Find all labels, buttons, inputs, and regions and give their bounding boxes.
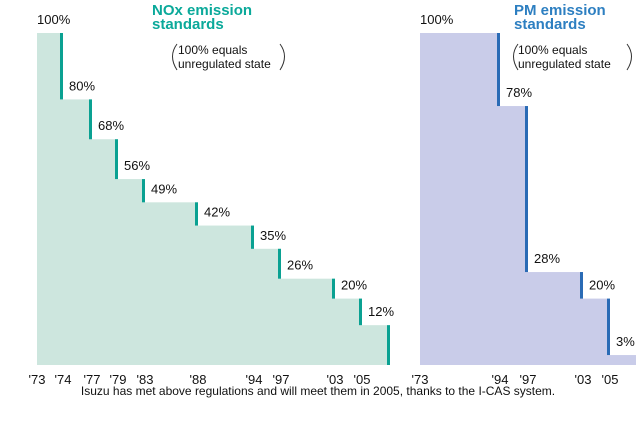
bar-edge	[387, 325, 390, 365]
bar	[335, 298, 362, 365]
data-label: 80%	[69, 78, 95, 93]
bracket	[279, 43, 285, 71]
bar-edge	[359, 298, 362, 326]
bar-edge	[195, 202, 198, 226]
annotation: 100% equals unregulated state	[178, 43, 271, 71]
bar	[63, 99, 92, 366]
x-tick-label: '03	[575, 372, 592, 387]
bar-edge	[89, 99, 92, 140]
bar-edge	[60, 33, 63, 100]
x-tick-label: '05	[602, 372, 619, 387]
x-tick-label: '73	[29, 372, 46, 387]
x-tick-label: '94	[492, 372, 509, 387]
x-tick-label: '83	[137, 372, 154, 387]
bar-edge	[142, 179, 145, 203]
bar	[500, 106, 528, 365]
data-label: 68%	[98, 118, 124, 133]
annotation: 100% equals unregulated state	[518, 43, 611, 71]
bracket	[172, 43, 178, 71]
data-label: 12%	[368, 304, 394, 319]
x-tick-label: '79	[110, 372, 127, 387]
bar-edge	[497, 33, 500, 107]
x-tick-label: '97	[273, 372, 290, 387]
bar	[198, 225, 254, 365]
chart-title: PM emission standards	[514, 2, 606, 33]
bar	[281, 278, 335, 365]
data-label: 35%	[260, 228, 286, 243]
bracket	[626, 43, 632, 71]
bar	[420, 33, 500, 365]
bar-edge	[332, 278, 335, 299]
data-label: 78%	[506, 85, 532, 100]
bar-edge	[278, 248, 281, 279]
bar	[528, 272, 583, 365]
data-label: 28%	[534, 251, 560, 266]
data-label: 20%	[589, 278, 615, 293]
data-label: 42%	[204, 205, 230, 220]
bracket	[513, 43, 519, 71]
bar-edge	[115, 139, 118, 180]
x-tick-label: '74	[55, 372, 72, 387]
data-label: 3%	[616, 334, 635, 349]
bar	[362, 325, 390, 365]
data-label: 20%	[341, 278, 367, 293]
bar	[145, 202, 198, 365]
bar	[118, 179, 145, 365]
x-tick-label: '88	[190, 372, 207, 387]
data-label: 26%	[287, 258, 313, 273]
bar-edge	[251, 225, 254, 249]
chart-title: NOx emission standards	[152, 2, 253, 33]
data-label: 100%	[37, 12, 71, 27]
bar	[92, 139, 118, 365]
bar-edge	[525, 106, 528, 273]
data-label: 49%	[151, 181, 177, 196]
x-tick-label: '03	[327, 372, 344, 387]
x-tick-label: '73	[412, 372, 429, 387]
bar	[37, 33, 63, 365]
caption: Isuzu has met above regulations and will…	[80, 384, 556, 398]
x-tick-label: '77	[84, 372, 101, 387]
x-tick-label: '05	[354, 372, 371, 387]
bar-edge	[607, 298, 610, 356]
x-tick-label: '97	[520, 372, 537, 387]
bar	[583, 298, 610, 365]
data-label: 56%	[124, 158, 150, 173]
bar	[610, 355, 636, 365]
bar-edge	[580, 272, 583, 299]
bar	[254, 248, 281, 365]
x-tick-label: '94	[246, 372, 263, 387]
data-label: 100%	[420, 12, 454, 27]
